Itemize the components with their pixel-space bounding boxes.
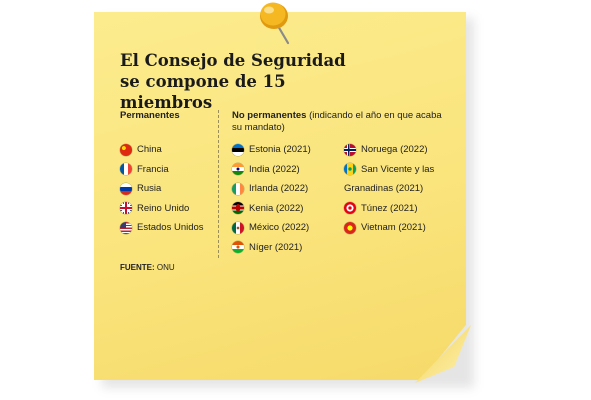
mexico-flag-icon	[232, 221, 244, 234]
uk-flag-icon	[120, 202, 132, 215]
list-item: Estonia (2021)	[232, 140, 311, 160]
estonia-flag-icon	[232, 143, 244, 156]
list-item: México (2022)	[232, 218, 311, 238]
saint-vincent-flag-icon	[344, 163, 356, 176]
niger-flag-icon	[232, 241, 244, 254]
russia-flag-icon	[120, 182, 132, 195]
push-pin-icon	[260, 2, 290, 45]
list-item: Níger (2021)	[232, 238, 311, 258]
tunisia-flag-icon	[344, 202, 356, 215]
non-permanent-list-right: Noruega (2022) San Vicente y las Granadi…	[344, 140, 434, 238]
list-item: Noruega (2022)	[344, 140, 434, 160]
list-item: San Vicente y las	[344, 160, 434, 180]
sticky-note	[94, 12, 466, 380]
title-line-2: se compone de 15 miembros	[120, 72, 286, 112]
non-permanent-header: No permanentes (indicando el año en que …	[232, 110, 447, 134]
column-divider	[218, 110, 219, 258]
title-line-1: El Consejo de Seguridad	[120, 51, 346, 70]
permanent-header: Permanentes	[120, 110, 180, 121]
china-flag-icon	[120, 143, 132, 156]
source-label: FUENTE:	[120, 263, 155, 272]
usa-flag-icon	[120, 221, 132, 234]
norway-flag-icon	[344, 143, 356, 156]
ireland-flag-icon	[232, 182, 244, 195]
list-item: Reino Unido	[120, 199, 204, 219]
page-title: El Consejo de Seguridad se compone de 15…	[120, 50, 380, 113]
source-line: FUENTE: ONU	[120, 263, 175, 272]
france-flag-icon	[120, 163, 132, 176]
permanent-members-list: China Francia Rusia Reino Unido Estados …	[120, 140, 204, 238]
list-item: India (2022)	[232, 160, 311, 180]
kenya-flag-icon	[232, 202, 244, 215]
list-item-continued: Granadinas (2021)	[344, 183, 424, 195]
india-flag-icon	[232, 163, 244, 176]
list-item: Kenia (2022)	[232, 199, 311, 219]
list-item: Francia	[120, 160, 204, 180]
list-item: China	[120, 140, 204, 160]
list-item: Rusia	[120, 179, 204, 199]
list-item: Vietnam (2021)	[344, 218, 434, 238]
list-item: Túnez (2021)	[344, 199, 434, 219]
source-value: ONU	[156, 263, 175, 272]
vietnam-flag-icon	[344, 221, 356, 234]
non-permanent-list-left: Estonia (2021) India (2022) Irlanda (202…	[232, 140, 311, 257]
list-item: Irlanda (2022)	[232, 179, 311, 199]
non-permanent-title: No permanentes	[232, 110, 307, 121]
list-item: Estados Unidos	[120, 218, 204, 238]
non-permanent-note: (indicando el año en que acaba su mandat…	[232, 110, 442, 133]
